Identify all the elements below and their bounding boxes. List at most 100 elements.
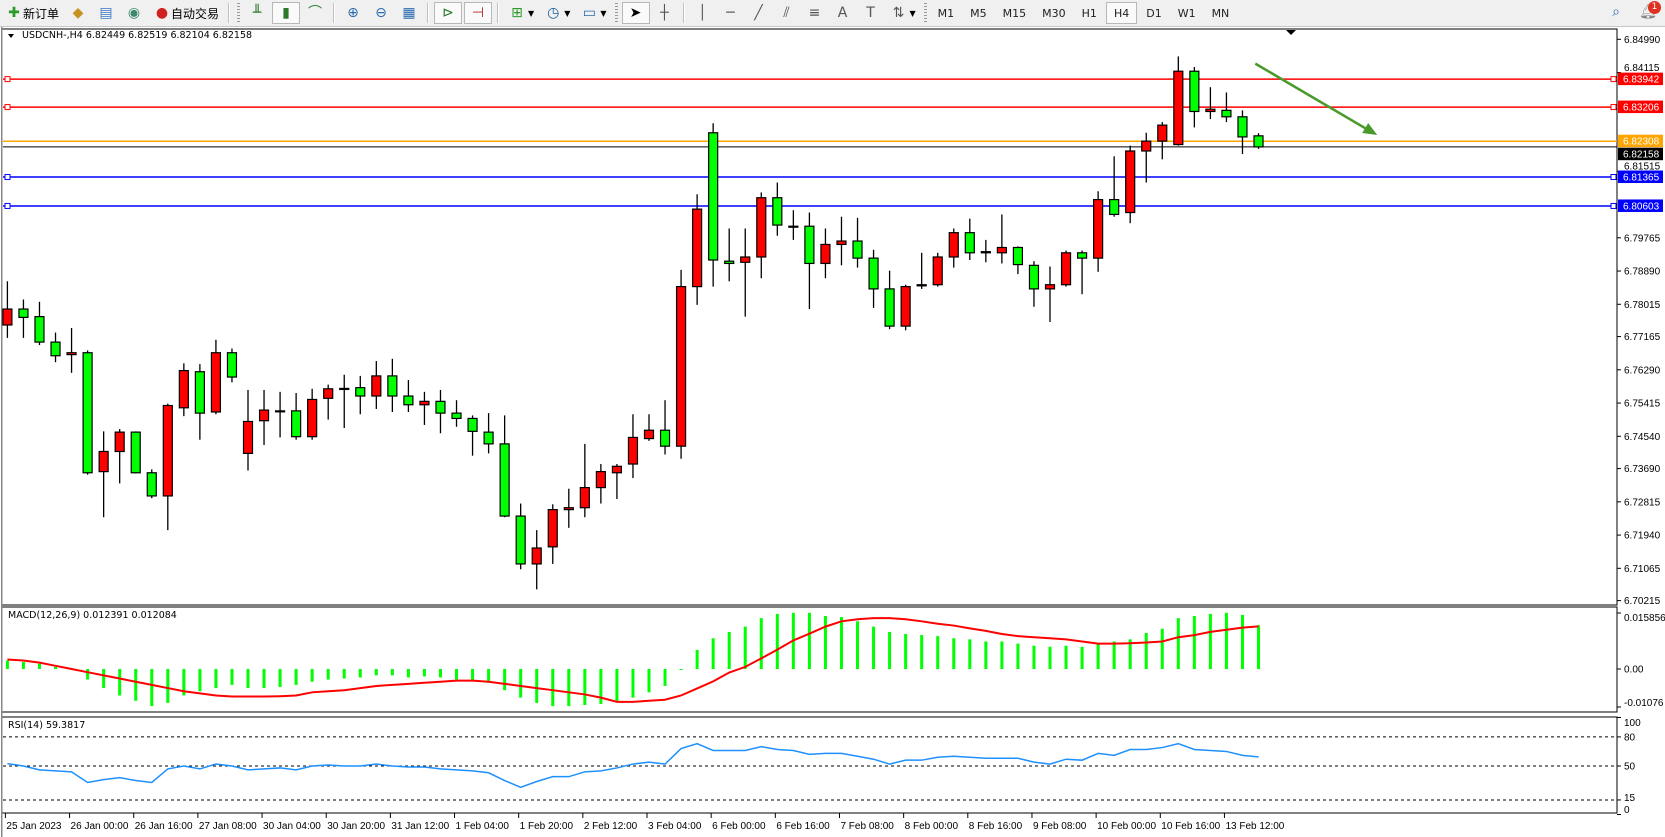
candle — [1093, 191, 1104, 272]
templates-button[interactable]: ▭ ▼ — [576, 2, 610, 24]
candle-body-up — [1125, 150, 1136, 214]
rsi-header: RSI(14) 59.3817 — [8, 720, 85, 731]
candle — [740, 228, 751, 317]
cursor-tool-button[interactable]: ➤ — [621, 2, 650, 24]
macd-histogram-bar — [86, 669, 90, 680]
vertical-line-button[interactable]: │ — [690, 2, 716, 24]
level-handle — [4, 104, 11, 111]
rsi-tick-label: 15 — [1624, 793, 1636, 804]
new-order-button[interactable]: ✚ 新订单 — [1, 2, 63, 24]
candle-body-up — [371, 375, 382, 397]
candle-body-up — [178, 369, 189, 409]
indicators-button[interactable]: ⊞ ▼ — [504, 2, 538, 24]
toolbar-grip[interactable] — [614, 3, 618, 23]
timeframe-m1-button[interactable]: M1 — [937, 6, 955, 20]
macd-tick-label: -0.01076 — [1624, 698, 1664, 709]
zoom-out-button[interactable]: ⊖ — [368, 2, 394, 24]
macd-histogram-bar — [984, 641, 988, 669]
time-tick-label: 3 Feb 04:00 — [648, 821, 702, 832]
time-tick-label: 1 Feb 20:00 — [520, 821, 574, 832]
equidistant-channel-button[interactable]: ⫽ — [774, 2, 800, 24]
candle-body-down — [804, 225, 815, 265]
candle-body-up — [114, 431, 125, 453]
timeframe-mn-button[interactable]: MN — [1211, 6, 1230, 20]
time-tick-label: 8 Feb 00:00 — [905, 821, 959, 832]
macd-histogram-bar — [583, 669, 587, 706]
auto-scroll-button[interactable]: ⊳ — [434, 2, 463, 24]
toolbar-grip[interactable] — [237, 3, 241, 23]
crosshair-tool-button[interactable]: ┼ — [652, 2, 678, 24]
timeframe-h4-button[interactable]: H4 — [1105, 2, 1138, 24]
macd-histogram-bar — [631, 669, 635, 698]
price-tick-label: 6.84115 — [1624, 63, 1660, 74]
rsi-tick-label: 100 — [1624, 718, 1641, 729]
candle — [884, 270, 895, 330]
arrows-button[interactable]: ⇅ ▼ — [886, 2, 920, 24]
timeframe-w1-button[interactable]: W1 — [1177, 6, 1196, 20]
auto-trading-button[interactable]: ● 自动交易 — [149, 2, 223, 24]
candle-body-up — [563, 507, 574, 511]
auto-trading-icon: ● — [155, 5, 169, 21]
level-price-label: 6.80603 — [1623, 201, 1660, 212]
candlestick-chart-button[interactable]: ▮ — [272, 2, 301, 24]
periods-button[interactable]: ◷ ▼ — [540, 2, 574, 24]
signal-button[interactable]: ◉ — [121, 2, 147, 24]
candle-body-up — [756, 197, 767, 258]
candle-body-up — [948, 232, 959, 258]
candle — [98, 431, 109, 518]
bar-chart-button[interactable]: ╨ — [244, 2, 270, 24]
toolbar-grip[interactable] — [923, 3, 927, 23]
timeframe-m15-button[interactable]: M15 — [1002, 6, 1027, 20]
market-watch-button[interactable]: ◆ — [65, 2, 91, 24]
time-tick-label: 30 Jan 04:00 — [263, 821, 321, 832]
candle-body-up — [627, 436, 639, 465]
candle — [627, 414, 639, 479]
macd-histogram-bar — [727, 631, 731, 669]
timeframe-m30-button[interactable]: M30 — [1042, 6, 1066, 20]
candle-body-down — [1012, 246, 1024, 266]
trendline-button[interactable]: ╱ — [746, 2, 772, 24]
notifications-button[interactable]: 🔔︎ 1 — [1639, 1, 1661, 21]
navigator-button[interactable]: ▤ — [93, 2, 119, 24]
macd-histogram-bar — [872, 626, 876, 669]
candle-body-up — [916, 284, 927, 287]
candle — [675, 269, 687, 459]
candle — [419, 391, 430, 425]
divider — [228, 3, 231, 23]
candle — [724, 228, 735, 282]
candle — [242, 389, 254, 471]
candle-body-up — [579, 486, 590, 509]
candle-body-up — [531, 547, 542, 565]
candle — [595, 464, 606, 504]
candle — [1125, 145, 1136, 224]
candle-body-up — [162, 404, 173, 497]
candle — [579, 443, 590, 518]
candle-body-up — [1157, 124, 1168, 142]
candle — [836, 216, 847, 266]
candle — [820, 228, 831, 279]
macd-signal-line — [7, 617, 1259, 703]
line-chart-button[interactable]: ⌒ — [302, 2, 328, 24]
chart-shift-button[interactable]: ⊣ — [464, 2, 493, 24]
macd-histogram-bar — [150, 669, 154, 707]
chart-canvas[interactable]: USDCNH-,H4 6.82449 6.82519 6.82104 6.821… — [0, 27, 1665, 837]
zoom-in-button[interactable]: ⊕ — [340, 2, 366, 24]
candle — [387, 358, 398, 412]
candle-body-up — [98, 450, 109, 473]
search-icon[interactable]: ⌕ — [1612, 4, 1620, 20]
candle — [1076, 250, 1088, 295]
horizontal-line-button[interactable]: ─ — [718, 2, 744, 24]
price-tick-label: 6.73690 — [1624, 464, 1661, 475]
timeframe-h1-button[interactable]: H1 — [1081, 6, 1097, 20]
macd-histogram-bar — [1176, 618, 1180, 669]
timeframe-d1-button[interactable]: D1 — [1146, 6, 1162, 20]
tile-windows-button[interactable]: ▦ — [396, 2, 422, 24]
fibonacci-button[interactable]: ≡ — [802, 2, 828, 24]
timeframe-m5-button[interactable]: M5 — [970, 6, 987, 20]
text-label-button[interactable]: T — [858, 2, 884, 24]
macd-histogram-bar — [1000, 641, 1004, 669]
chart-window[interactable]: USDCNH-,H4 6.82449 6.82519 6.82104 6.821… — [0, 27, 1665, 837]
candle — [274, 391, 286, 438]
candle-body-up — [1141, 140, 1152, 152]
text-tool-button[interactable]: A — [830, 2, 856, 24]
